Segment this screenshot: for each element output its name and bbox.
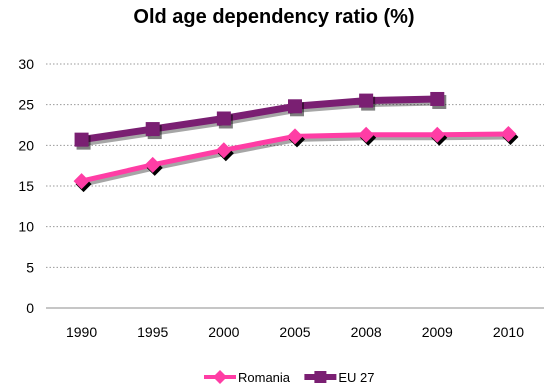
data-point <box>73 173 90 190</box>
x-tick-label: 2005 <box>279 324 310 340</box>
legend-marker <box>213 370 227 384</box>
data-point <box>287 128 303 145</box>
x-tick-label: 2010 <box>493 324 524 340</box>
legend-marker <box>314 371 327 383</box>
y-tick-label: 10 <box>18 219 34 235</box>
axis-layer: 0 5 10 15 20 25 30 1990 1995 2000 2005 2008 2009 2010 <box>18 56 544 340</box>
data-point <box>430 91 445 106</box>
x-tick-label: 2000 <box>208 324 239 340</box>
legend: Romania EU 27 <box>204 370 375 385</box>
data-point <box>500 125 517 142</box>
data-point <box>358 126 375 143</box>
series-eu-27 <box>74 91 447 150</box>
data-point <box>144 156 161 173</box>
x-tick-label: 2009 <box>422 324 453 340</box>
x-tick-label: 2008 <box>351 324 382 340</box>
y-tick-label: 20 <box>18 137 34 153</box>
grid-layer <box>46 63 544 268</box>
series-layer <box>73 91 519 193</box>
data-point <box>216 111 231 126</box>
data-point <box>74 132 89 147</box>
y-tick-label: 15 <box>18 178 34 194</box>
legend-label: Romania <box>238 370 291 385</box>
x-tick-label: 1990 <box>66 324 97 340</box>
data-point <box>359 93 374 108</box>
y-tick-label: 0 <box>26 300 34 316</box>
series-line <box>81 95 438 144</box>
legend-label: EU 27 <box>338 370 374 385</box>
data-point <box>429 126 446 143</box>
data-point <box>215 142 232 159</box>
x-tick-label: 1995 <box>137 324 168 340</box>
chart-title: Old age dependency ratio (%) <box>133 6 415 28</box>
legend-entry-eu-27: EU 27 <box>304 370 375 385</box>
series-romania <box>73 125 519 193</box>
y-tick-label: 30 <box>18 56 34 72</box>
data-point <box>145 122 160 137</box>
legend-entry-romania: Romania <box>204 370 291 385</box>
y-tick-label: 25 <box>18 97 34 113</box>
y-tick-label: 5 <box>26 259 34 275</box>
data-point <box>288 99 302 114</box>
